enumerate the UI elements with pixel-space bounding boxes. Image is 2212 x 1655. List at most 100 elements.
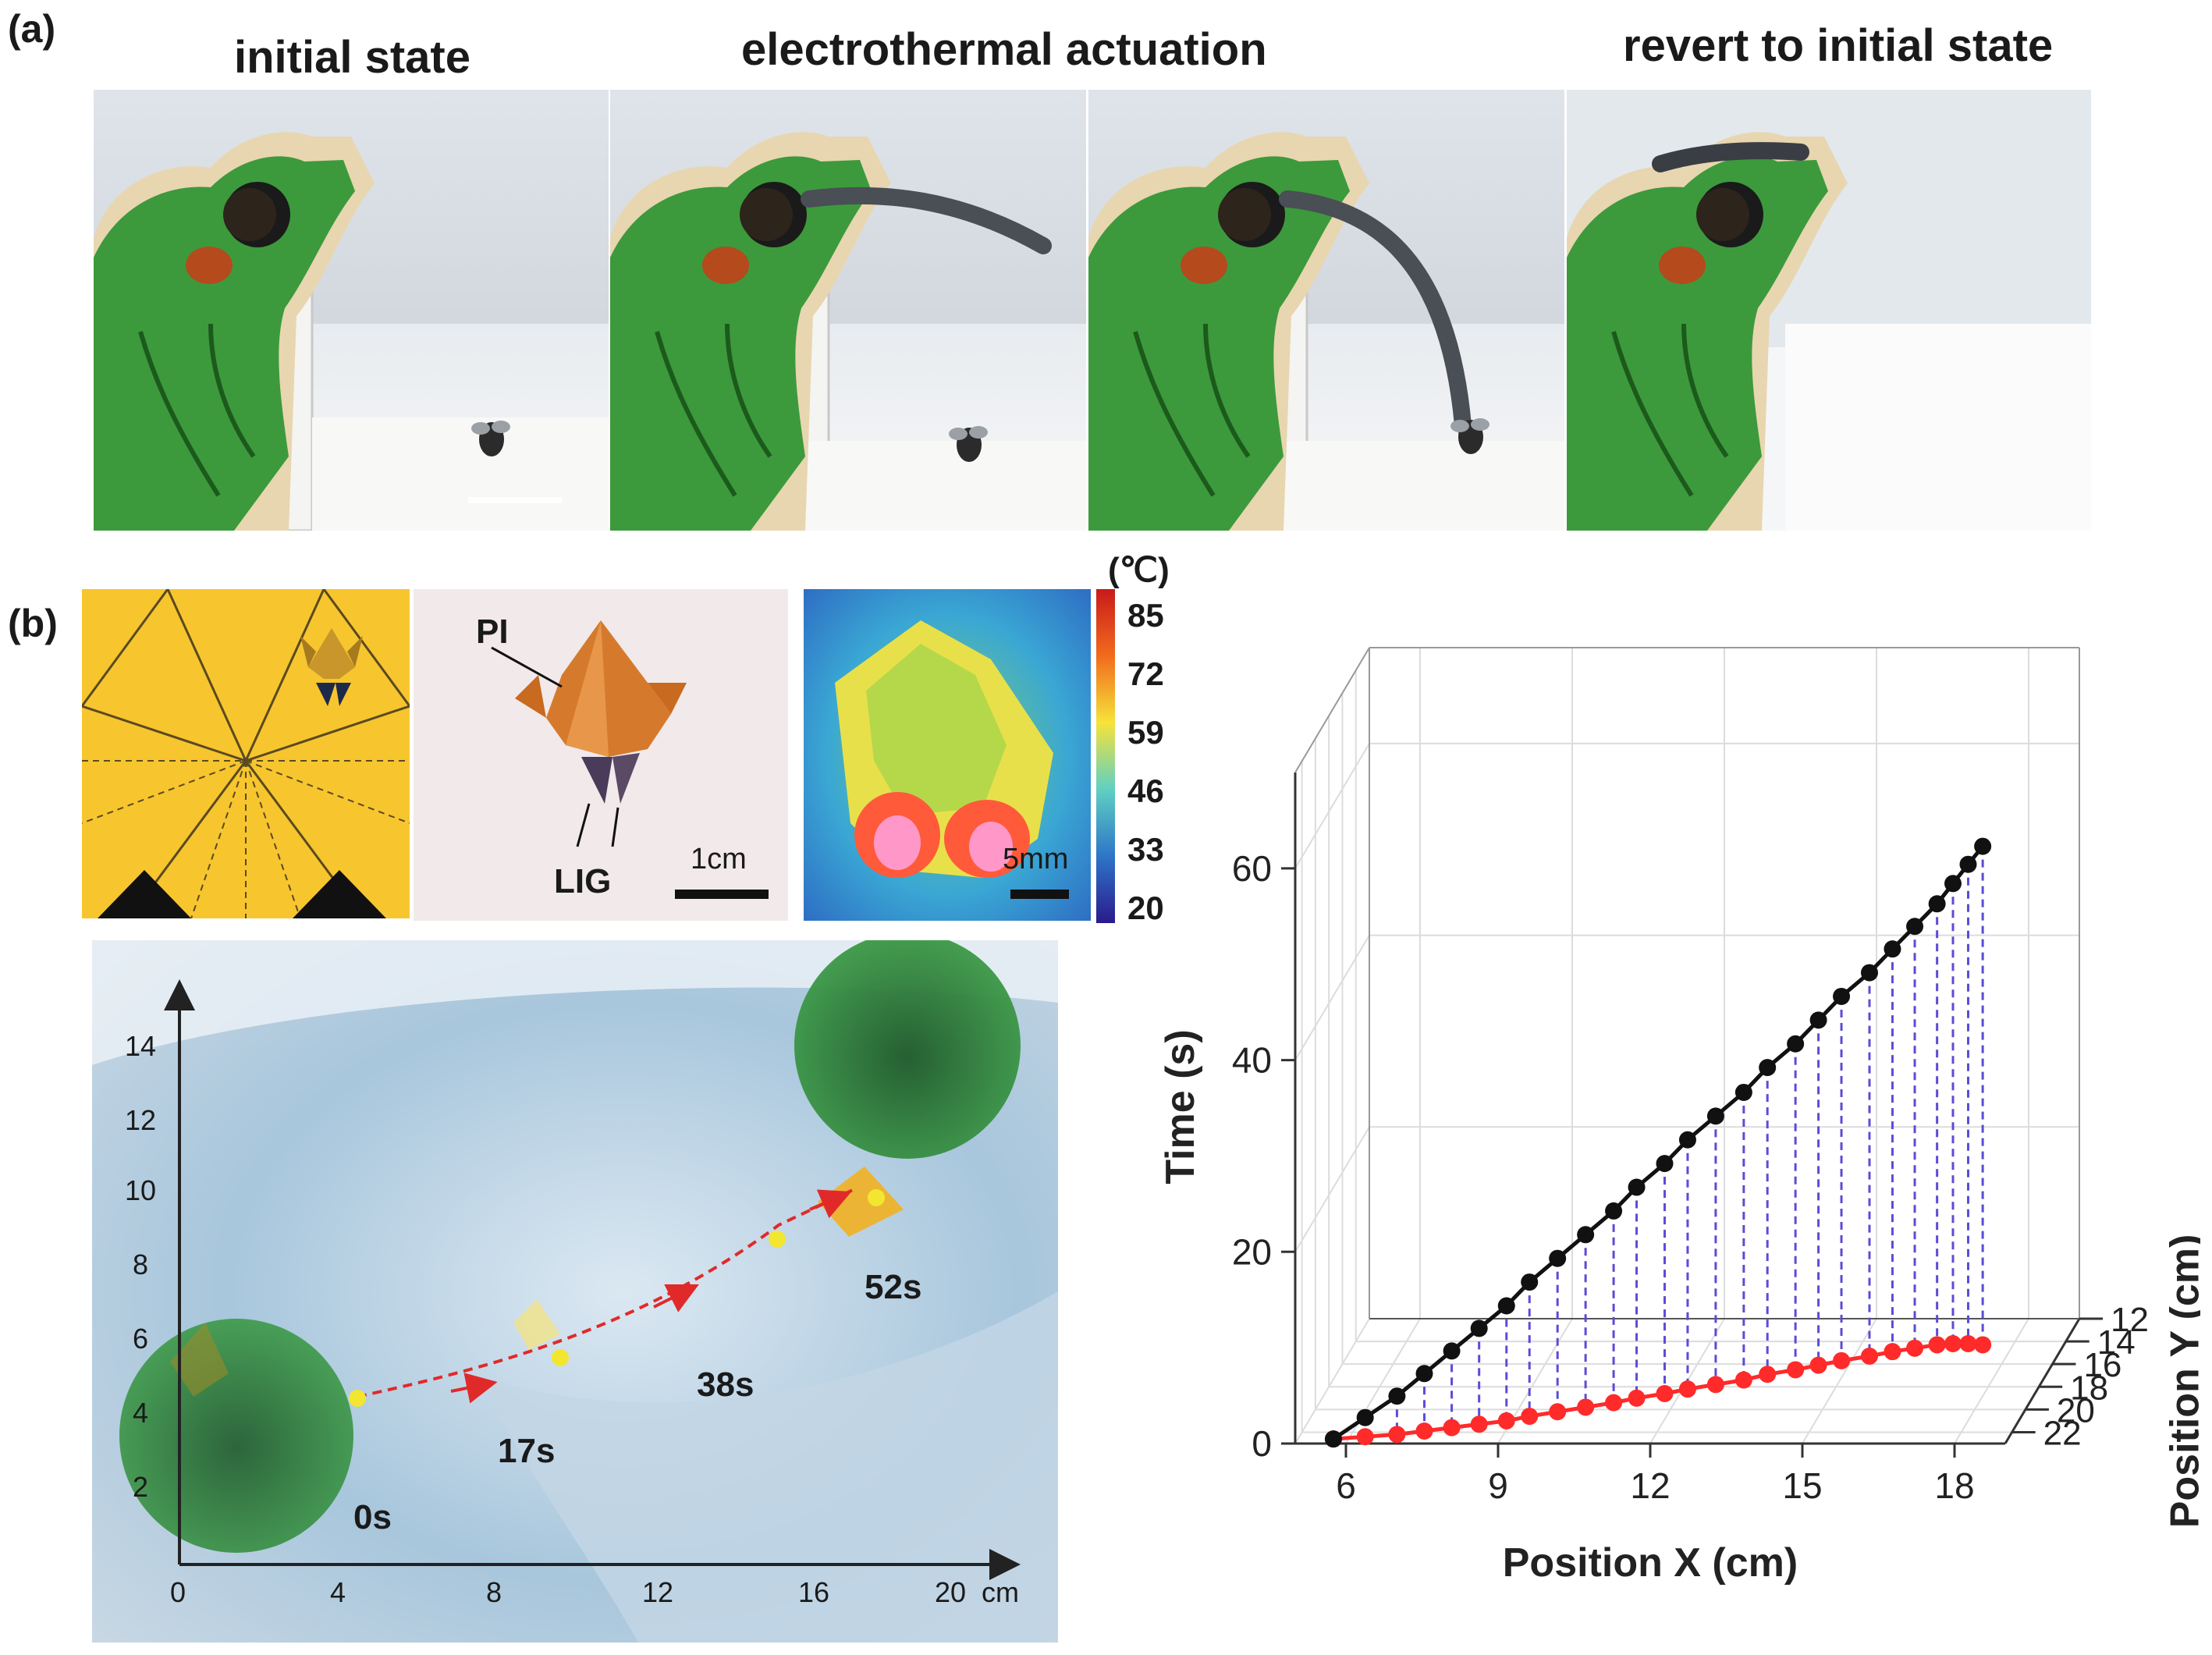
y-axis-label: Position Y (cm) (2163, 1234, 2201, 1529)
projection-point (1521, 1408, 1539, 1426)
map-x-unit: cm (982, 1576, 1019, 1608)
trajectory-point (1734, 1083, 1752, 1101)
time-label-0s: 0s (353, 1498, 392, 1536)
colorbar (1096, 589, 1115, 923)
z-axis-label: Time (s) (1158, 1029, 1203, 1184)
scale-label-5mm: 5mm (1003, 843, 1069, 875)
projection-point (1944, 1335, 1962, 1352)
x-axis-label: Position X (cm) (1503, 1540, 1798, 1586)
trajectory-point (1833, 987, 1851, 1005)
grid-line (1294, 935, 1370, 1061)
trajectory-point (1388, 1387, 1406, 1405)
projection-point (1470, 1415, 1488, 1433)
z-tick-label: 20 (1232, 1231, 1272, 1272)
map-x-tick: 12 (642, 1576, 674, 1608)
colorbar-unit: (℃) (1108, 551, 1170, 589)
thermal-image: 5mm (804, 589, 1091, 921)
trajectory-point (1974, 837, 1992, 855)
trajectory-point (1787, 1035, 1805, 1053)
projection-point (1959, 1335, 1977, 1352)
projection-point (1628, 1389, 1646, 1407)
projection-point (1605, 1394, 1623, 1412)
y-tick-label: 18 (2070, 1369, 2108, 1407)
trajectory-point (1470, 1319, 1488, 1337)
origami-frog-icon (300, 628, 363, 706)
trajectory-point (1678, 1131, 1696, 1149)
projection-point (1388, 1426, 1406, 1444)
trajectory-point (1443, 1342, 1461, 1360)
y-tick-label: 14 (2097, 1323, 2136, 1362)
colorbar-tick: 72 (1127, 655, 1164, 692)
trajectory-point (1356, 1408, 1374, 1426)
projection-point (1678, 1380, 1696, 1398)
map-x-tick: 20 (935, 1576, 967, 1608)
projection-point (1974, 1336, 1992, 1354)
label-lig: LIG (554, 862, 612, 900)
trajectory-point (1861, 964, 1878, 982)
trajectory-point (1706, 1107, 1724, 1125)
x-tick-label: 9 (1488, 1465, 1508, 1506)
trajectory-point (1628, 1178, 1646, 1196)
projection-point (1884, 1343, 1901, 1361)
map-y-tick: 10 (125, 1174, 157, 1206)
map-y-tick: 8 (133, 1248, 149, 1280)
trajectory-point (1497, 1297, 1515, 1315)
projection-point (1577, 1398, 1595, 1416)
x-tick-label: 15 (1782, 1465, 1822, 1506)
trajectory-point (1521, 1273, 1539, 1291)
x-tick-label: 6 (1336, 1465, 1356, 1506)
projection-point (1656, 1385, 1674, 1402)
z-tick-label: 60 (1232, 848, 1272, 889)
colorbar-tick: 20 (1127, 890, 1164, 926)
projection-point (1443, 1419, 1461, 1437)
panel-a-label: (a) (8, 7, 56, 51)
trajectory-point (1324, 1430, 1342, 1448)
header-revert: revert to initial state (1623, 20, 2054, 71)
x-tick-label: 12 (1630, 1465, 1670, 1506)
projection-point (1415, 1422, 1433, 1440)
y-tick-label: 16 (2083, 1346, 2121, 1384)
colorbar-tick: 85 (1127, 597, 1164, 634)
y-tick-label: 20 (2057, 1391, 2095, 1429)
trajectory-point (1906, 918, 1924, 936)
time-label-38s: 38s (697, 1366, 754, 1404)
y-tick-label: 12 (2111, 1301, 2149, 1339)
trajectory-point (1944, 875, 1962, 893)
axis-line (1294, 647, 1370, 773)
axis-line (2004, 1318, 2081, 1444)
map-x-tick: 8 (486, 1576, 502, 1608)
frame-actuation-1 (610, 90, 1086, 531)
trajectory-point (1959, 855, 1977, 873)
map-x-tick: 0 (170, 1576, 186, 1608)
projection-point (1906, 1339, 1924, 1357)
map-y-tick: 14 (125, 1030, 157, 1062)
projection-point (1734, 1371, 1752, 1389)
projection-point (1356, 1428, 1374, 1446)
grid-line (1294, 743, 1370, 869)
colorbar-tick: 59 (1127, 714, 1164, 751)
colorbar-tick: 33 (1127, 831, 1164, 868)
grid-line (1954, 1318, 2029, 1444)
y-tick-label: 22 (2043, 1414, 2082, 1452)
projection-point (1759, 1366, 1777, 1383)
projection-point (1833, 1351, 1851, 1369)
grid-line (1802, 1318, 1877, 1444)
projection-point (1928, 1336, 1946, 1354)
time-label-17s: 17s (498, 1432, 556, 1470)
projection-point (1497, 1412, 1515, 1429)
projection-point (1861, 1348, 1878, 1365)
header-initial-state: initial state (234, 32, 470, 83)
header-electrothermal-actuation: electrothermal actuation (741, 24, 1267, 75)
trajectory-point (1415, 1365, 1433, 1383)
trajectory-point (1809, 1011, 1827, 1029)
projection-point (1706, 1376, 1724, 1394)
time-label-52s: 52s (865, 1268, 922, 1306)
projection-point (1549, 1403, 1567, 1421)
map-x-tick: 4 (330, 1576, 346, 1608)
panel-b-label: (b) (8, 602, 58, 645)
frame-revert (1567, 90, 2091, 531)
map-x-tick: 16 (798, 1576, 830, 1608)
map-y-tick: 4 (133, 1397, 149, 1429)
origami-crease-pattern (82, 589, 410, 918)
label-pi: PI (476, 613, 509, 651)
